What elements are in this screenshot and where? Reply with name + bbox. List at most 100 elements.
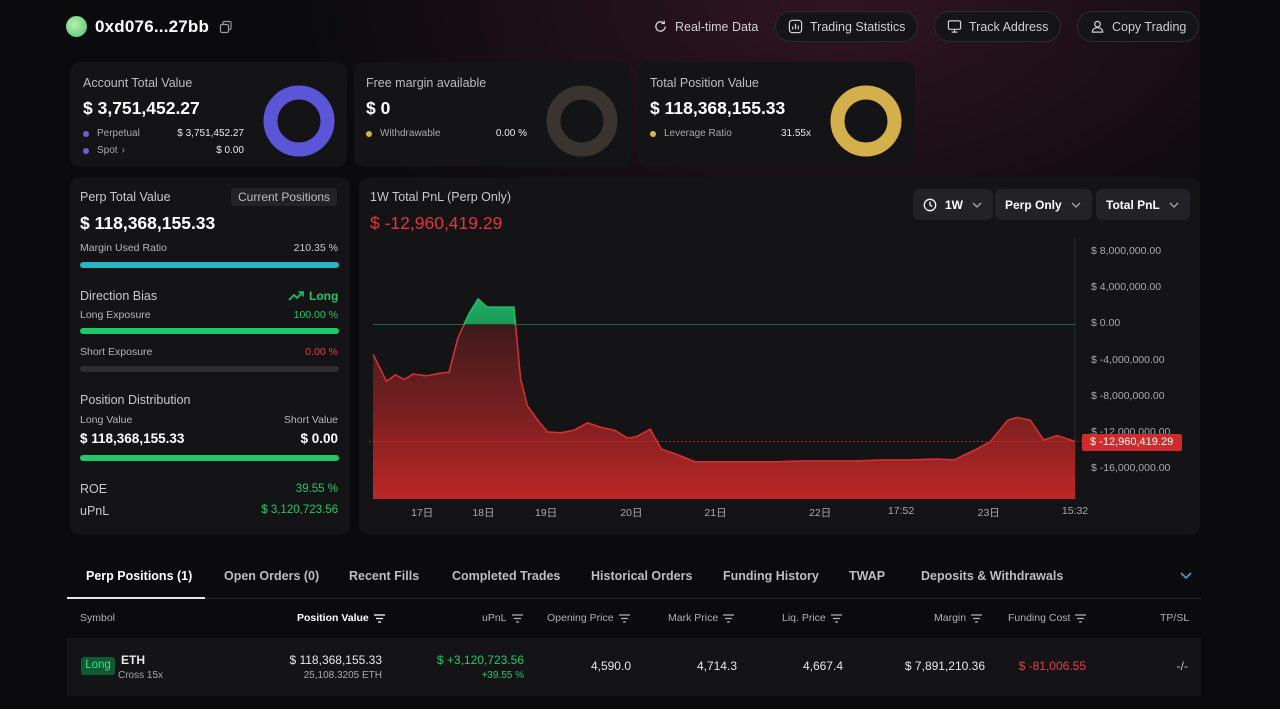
direction-bias-value: Long <box>309 289 339 303</box>
short-exposure-value: 0.00 % <box>305 346 338 358</box>
chevron-down-icon[interactable] <box>1179 571 1193 581</box>
withdrawable-value: 0.00 % <box>495 128 527 139</box>
card-title: Total Position Value <box>650 76 759 90</box>
long-exposure-bar <box>80 328 339 334</box>
wallet-avatar <box>66 16 87 37</box>
tab-recent-fills[interactable]: Recent Fills <box>349 569 420 583</box>
upnl-label: uPnL <box>80 504 110 518</box>
free-margin-card: Free margin available $ 0 Withdrawable 0… <box>354 62 631 167</box>
th-position-value[interactable]: Position Value <box>297 612 385 624</box>
position-donut-chart <box>830 85 902 157</box>
th-liq-price[interactable]: Liq. Price <box>782 612 842 624</box>
scope-dropdown[interactable]: Perp Only <box>995 189 1092 220</box>
header-label: TP/SL <box>1160 612 1190 624</box>
free-margin-value: $ 0 <box>366 98 391 118</box>
tpsl[interactable]: -/- <box>1176 659 1188 673</box>
current-positions-badge[interactable]: Current Positions <box>231 188 338 206</box>
header-label: Funding Cost <box>1008 612 1071 624</box>
upnl: $ +3,120,723.56 <box>436 653 524 667</box>
tab-perp-positions[interactable]: Perp Positions (1) <box>86 569 193 583</box>
positive-area <box>373 299 1075 325</box>
x-tick-label: 22日 <box>809 507 832 519</box>
direction-bias-label: Direction Bias <box>80 289 158 303</box>
monitor-icon <box>947 20 962 33</box>
legend-spot[interactable]: Spot › <box>83 145 125 156</box>
chevron-down-icon <box>1071 202 1081 208</box>
perp-total-value: $ 118,368,155.33 <box>80 213 216 233</box>
th-tpsl: TP/SL <box>1160 612 1189 624</box>
y-tick-label: $ 0.00 <box>1091 317 1121 330</box>
th-upnl[interactable]: uPnL <box>482 612 523 624</box>
perp-panel <box>70 177 350 535</box>
header-label: uPnL <box>482 612 507 624</box>
upnl-percent: +39.55 % <box>481 670 524 681</box>
tab-open-orders[interactable]: Open Orders (0) <box>224 569 320 583</box>
donut-ring <box>830 85 902 157</box>
current-pnl-marker: $ -12,960,419.29 <box>1082 434 1182 451</box>
clock-icon <box>923 198 937 211</box>
side-badge: Long <box>81 657 115 675</box>
copy-trading-button[interactable]: Copy Trading <box>1077 11 1200 42</box>
margin-mode: Cross 15x <box>118 670 164 681</box>
th-funding-cost[interactable]: Funding Cost <box>1008 612 1087 624</box>
perp-title: Perp Total Value <box>80 190 171 204</box>
sort-icon <box>723 613 735 623</box>
nav-label: Track Address <box>969 19 1049 34</box>
sort-icon <box>373 613 385 623</box>
margin-used-bar <box>80 262 339 268</box>
legend-dot <box>650 130 656 137</box>
th-mark-price[interactable]: Mark Price <box>668 612 735 624</box>
header-label: Margin <box>934 612 967 624</box>
negative-area <box>373 325 1075 499</box>
y-tick-label: $ 4,000,000.00 <box>1091 281 1162 294</box>
wallet-address: 0xd076...27bb <box>95 16 210 36</box>
opening-price: 4,590.0 <box>590 659 631 673</box>
direction-bias: Long <box>288 289 338 303</box>
symbol: ETH <box>121 653 145 667</box>
card-title: Free margin available <box>366 76 487 90</box>
th-margin[interactable]: Margin <box>934 612 983 624</box>
donut-ring <box>263 85 335 157</box>
table-row[interactable] <box>67 638 1201 696</box>
legend-label: Spot <box>97 145 118 156</box>
real-time-data-button[interactable]: Real-time Data <box>640 11 771 42</box>
tab-completed-trades[interactable]: Completed Trades <box>452 569 561 583</box>
address-block: 0xd076...27bb <box>66 16 233 37</box>
dropdown-label: 1W <box>945 197 963 212</box>
sort-icon <box>511 613 523 623</box>
spot-value: $ 0.00 <box>216 145 244 156</box>
metric-dropdown[interactable]: Total PnL <box>1096 189 1190 220</box>
trading-statistics-button[interactable]: Trading Statistics <box>775 11 919 42</box>
long-exposure-label: Long Exposure <box>80 309 151 321</box>
nav-label: Copy Trading <box>1112 19 1187 34</box>
x-tick-label: 15:32 <box>1061 505 1089 517</box>
tab-twap[interactable]: TWAP <box>849 569 886 583</box>
short-value: $ 0.00 <box>300 431 338 446</box>
margin-donut-chart <box>546 85 618 157</box>
th-opening-price[interactable]: Opening Price <box>547 612 630 624</box>
perpetual-value: $ 3,751,452.27 <box>177 128 244 139</box>
track-address-button[interactable]: Track Address <box>934 11 1062 42</box>
positions-tabs: Perp Positions (1) Open Orders (0) Recen… <box>67 556 1201 599</box>
trending-up-icon <box>288 291 304 301</box>
long-value: $ 118,368,155.33 <box>80 431 185 446</box>
legend-dot <box>83 130 89 137</box>
chart-title: 1W Total PnL (Perp Only) <box>370 190 512 204</box>
position-size: 25,108.3205 ETH <box>303 670 382 681</box>
sort-icon <box>971 613 983 623</box>
nav-label: Trading Statistics <box>810 19 906 34</box>
legend-perpetual: Perpetual <box>83 128 140 139</box>
copy-icon[interactable] <box>219 20 233 34</box>
timeframe-dropdown[interactable]: 1W <box>913 189 993 220</box>
tab-historical-orders[interactable]: Historical Orders <box>591 569 693 583</box>
tab-deposits-withdrawals[interactable]: Deposits & Withdrawals <box>921 569 1064 583</box>
roe-value: 39.55 % <box>295 483 338 495</box>
statistics-icon <box>788 19 803 34</box>
long-share-fill <box>80 455 339 461</box>
legend-dot <box>83 147 89 154</box>
x-tick-label: 21日 <box>704 507 727 519</box>
header-label: Liq. Price <box>782 612 826 624</box>
tab-funding-history[interactable]: Funding History <box>723 569 819 583</box>
long-value-label: Long Value <box>80 414 133 426</box>
